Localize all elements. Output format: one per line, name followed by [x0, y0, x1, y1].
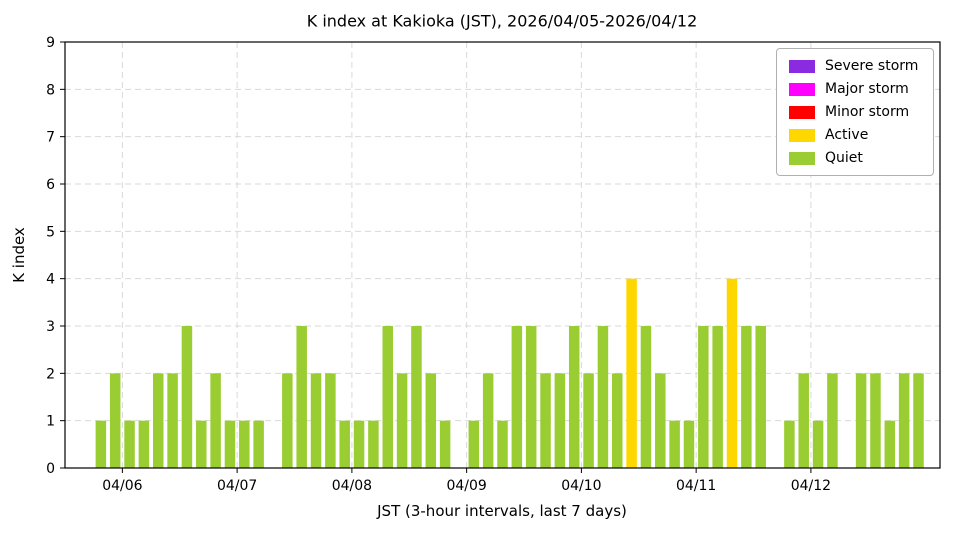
y-tick-label: 9: [46, 35, 55, 51]
y-tick-label: 8: [46, 82, 55, 98]
k-index-bar: [698, 326, 709, 468]
k-index-bar: [210, 373, 221, 468]
legend-swatch: [789, 151, 815, 165]
k-index-bar: [382, 326, 393, 468]
legend-label: Minor storm: [825, 104, 910, 120]
k-index-bar: [253, 420, 264, 468]
k-index-bar: [855, 373, 867, 468]
k-index-bar: [167, 373, 178, 468]
k-index-bar: [138, 420, 150, 468]
k-index-bar: [626, 278, 637, 468]
x-axis-label: JST (3-hour intervals, last 7 days): [377, 502, 627, 520]
x-tick-label: 04/12: [791, 478, 831, 494]
k-index-bar: [726, 278, 738, 468]
plot-border: [64, 41, 941, 469]
k-index-bar: [669, 420, 680, 468]
legend-entry: Quiet: [789, 150, 921, 166]
k-index-bar: [282, 373, 293, 468]
k-index-bar: [683, 420, 695, 468]
x-tick-label: 04/06: [102, 478, 142, 494]
legend-entry: Minor storm: [789, 104, 921, 120]
k-index-bar: [425, 373, 437, 468]
k-index-bar: [784, 420, 795, 468]
k-index-bar: [497, 420, 508, 468]
k-index-bar: [468, 420, 480, 468]
x-tick-label: 04/09: [446, 478, 486, 494]
k-index-bar: [439, 420, 451, 468]
k-index-bar: [568, 326, 580, 468]
k-index-bar: [755, 326, 766, 468]
legend-swatch: [789, 59, 815, 73]
legend-swatch: [789, 128, 815, 142]
k-index-bar: [368, 420, 379, 468]
k-index-bar: [109, 373, 121, 468]
k-index-bar: [554, 373, 566, 468]
legend-entry: Active: [789, 127, 921, 143]
legend-swatch: [789, 82, 815, 96]
k-index-bar: [913, 373, 924, 468]
k-index-bar: [741, 326, 752, 468]
y-tick-label: 4: [46, 272, 55, 288]
k-index-bar: [224, 420, 236, 468]
k-index-bar: [396, 373, 408, 468]
k-index-bar: [712, 326, 723, 468]
y-tick-label: 0: [46, 461, 55, 477]
k-index-bar: [583, 373, 594, 468]
k-index-bar: [898, 373, 910, 468]
legend-label: Quiet: [825, 150, 863, 166]
y-tick-label: 1: [46, 414, 55, 430]
k-index-bar: [482, 373, 494, 468]
k-index-bar: [640, 326, 652, 468]
k-index-bar: [798, 373, 809, 468]
chart-title: K index at Kakioka (JST), 2026/04/05-202…: [306, 11, 698, 31]
y-tick-label: 3: [46, 319, 55, 335]
y-tick-label: 2: [46, 366, 55, 382]
k-index-bar: [511, 326, 523, 468]
legend-entry: Major storm: [789, 81, 921, 97]
legend-label: Active: [825, 127, 869, 143]
legend-entry: Severe storm: [789, 58, 921, 74]
y-tick-label: 5: [46, 224, 55, 240]
k-index-bar: [597, 326, 609, 468]
legend-swatch: [789, 105, 815, 119]
k-index-bar: [95, 420, 107, 468]
k-index-bar: [812, 420, 824, 468]
k-index-bar: [612, 373, 623, 468]
k-index-bar: [353, 420, 365, 468]
k-index-bar: [196, 420, 207, 468]
legend: Severe storm Major storm Minor storm Active…: [776, 48, 934, 176]
x-tick-label: 04/10: [561, 478, 601, 494]
k-index-bar: [870, 373, 881, 468]
x-tick-label: 04/07: [217, 478, 257, 494]
k-index-bar: [296, 326, 307, 468]
k-index-bar: [239, 420, 250, 468]
k-index-bar: [339, 420, 350, 468]
x-tick-label: 04/11: [676, 478, 716, 494]
k-index-bar: [827, 373, 838, 468]
k-index-bar: [411, 326, 422, 468]
k-index-bar: [152, 373, 164, 468]
k-index-bar: [325, 373, 336, 468]
k-index-bar: [124, 420, 135, 468]
k-index-bar: [884, 420, 896, 468]
legend-label: Major storm: [825, 81, 909, 97]
y-tick-label: 7: [46, 130, 55, 146]
x-tick-label: 04/08: [332, 478, 372, 494]
k-index-bar: [540, 373, 551, 468]
legend-label: Severe storm: [825, 58, 919, 74]
k-index-bar: [310, 373, 322, 468]
y-tick-label: 6: [46, 177, 55, 193]
k-index-bar: [655, 373, 666, 468]
k-index-bar: [181, 326, 193, 468]
k-index-bar: [525, 326, 537, 468]
